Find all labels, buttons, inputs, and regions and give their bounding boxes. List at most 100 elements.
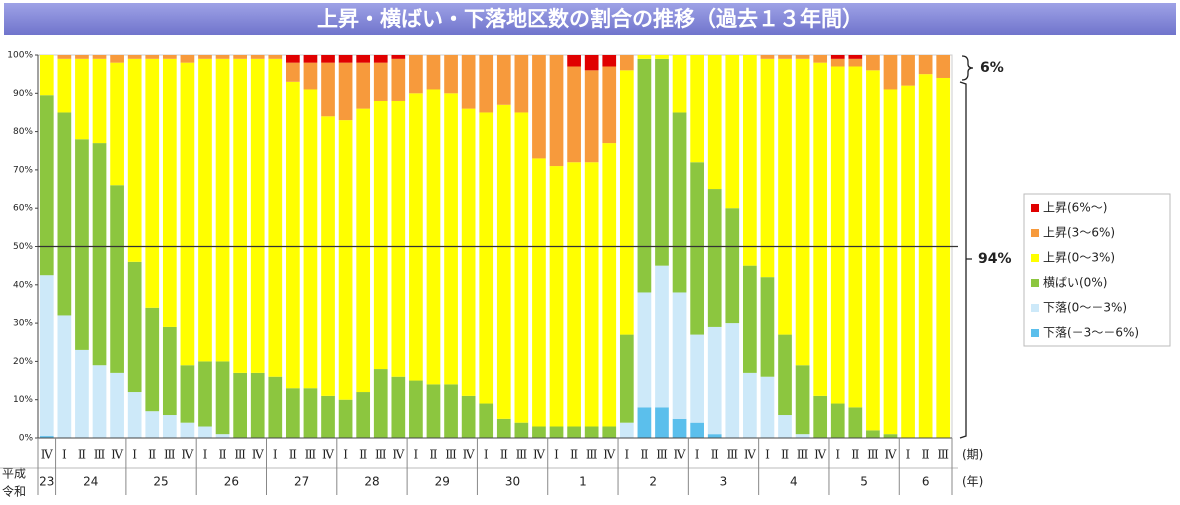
bar-segment (127, 261, 142, 393)
y-tick-label: 10% (13, 395, 33, 405)
bar-segment (321, 395, 335, 438)
bar-segment (286, 388, 300, 438)
bar-segment (92, 55, 107, 59)
legend-marker (1031, 254, 1039, 262)
bar-segment (532, 55, 546, 159)
bar-segment (584, 162, 599, 427)
bar-segment (444, 93, 458, 385)
bar-segment (92, 143, 107, 366)
x-tick-label: Ⅳ (533, 448, 546, 462)
bar-segment (655, 265, 669, 408)
bar-segment (567, 426, 581, 438)
bar-segment (936, 77, 951, 438)
bar-segment (127, 55, 142, 59)
year-label: 3 (720, 475, 728, 489)
bar-segment (409, 93, 423, 381)
bar-segment (707, 189, 722, 327)
x-tick-label: Ⅲ (726, 448, 738, 462)
bar-segment (672, 292, 687, 419)
bar-segment (918, 74, 933, 439)
bar-segment (848, 407, 863, 438)
bar-segment (409, 55, 423, 94)
x-tick-label: Ⅰ (906, 448, 911, 462)
bar-segment (145, 411, 160, 438)
bar-segment (690, 422, 704, 438)
legend-marker (1031, 279, 1039, 287)
bar-segment (619, 334, 634, 423)
x-tick-label: Ⅳ (884, 448, 897, 462)
bar-segment (356, 108, 371, 393)
bar-segment (655, 407, 669, 438)
bar-segment (180, 62, 195, 366)
y-tick-label: 50% (13, 242, 33, 252)
bar-segment (162, 415, 177, 438)
year-label: 4 (790, 475, 798, 489)
legend-marker (1031, 229, 1039, 237)
annotation: 6% (980, 60, 1004, 76)
year-label: 6 (922, 475, 930, 489)
x-tick-label: Ⅱ (922, 448, 930, 462)
bar-segment (110, 62, 124, 186)
x-tick-label: Ⅲ (305, 448, 317, 462)
bar-segment (75, 139, 89, 350)
year-label: 1 (579, 475, 587, 489)
bar-segment (57, 315, 72, 438)
bar-segment (110, 55, 124, 63)
bar-segment (75, 349, 89, 438)
bar-segment (901, 85, 915, 438)
y-tick-label: 70% (13, 165, 33, 175)
x-tick-label: Ⅰ (554, 448, 559, 462)
bar-segment (778, 58, 792, 335)
bar-segment (496, 104, 511, 419)
y-tick-label: 80% (13, 127, 33, 137)
x-tick-label: Ⅱ (359, 448, 367, 462)
row-label: (年) (962, 475, 983, 489)
x-tick-label: Ⅳ (392, 448, 405, 462)
legend-box (1023, 193, 1171, 347)
legend-label: 下落(0〜－3%) (1043, 301, 1127, 315)
x-tick-label: Ⅱ (218, 448, 226, 462)
bar-segment (426, 55, 441, 90)
bar-segment (901, 55, 915, 86)
bar-segment (321, 116, 335, 396)
bar-segment (707, 55, 722, 190)
bar-segment (215, 55, 230, 59)
x-tick-label: Ⅳ (41, 448, 54, 462)
bar-segment (356, 392, 371, 438)
bar-segment (866, 70, 880, 431)
bar-segment (602, 55, 617, 67)
legend-label: 上昇(6%〜) (1043, 201, 1107, 215)
bar-segment (760, 277, 775, 377)
x-tick-label: Ⅰ (132, 448, 137, 462)
bar-segment (39, 275, 54, 437)
bar-segment (461, 395, 476, 438)
x-tick-label: Ⅰ (203, 448, 208, 462)
x-tick-label: Ⅰ (765, 448, 770, 462)
x-tick-label: Ⅱ (78, 448, 86, 462)
x-tick-label: Ⅳ (322, 448, 335, 462)
bar-segment (619, 70, 634, 335)
bar-segment (707, 326, 722, 435)
bar-segment (57, 55, 72, 59)
bar-segment (338, 399, 353, 438)
bar-segment (567, 162, 581, 427)
bar-segment (57, 58, 72, 113)
bar-segment (268, 55, 283, 59)
bar-segment (743, 372, 757, 438)
bar-segment (848, 66, 863, 408)
x-tick-label: Ⅳ (814, 448, 827, 462)
x-tick-label: Ⅳ (111, 448, 124, 462)
bar-segment (321, 55, 335, 63)
bar-segment (373, 62, 388, 101)
bar-segment (514, 112, 529, 423)
y-tick-label: 100% (7, 51, 33, 61)
x-tick-label: Ⅲ (164, 448, 176, 462)
bar-segment (778, 415, 792, 438)
bar-segment (549, 166, 564, 427)
bar-segment (110, 372, 124, 438)
era-label: 平成 (2, 467, 26, 481)
bar-segment (215, 361, 230, 435)
bar-segment (444, 384, 458, 438)
legend-label: 上昇(0〜3%) (1043, 251, 1115, 265)
bar-segment (690, 162, 704, 335)
